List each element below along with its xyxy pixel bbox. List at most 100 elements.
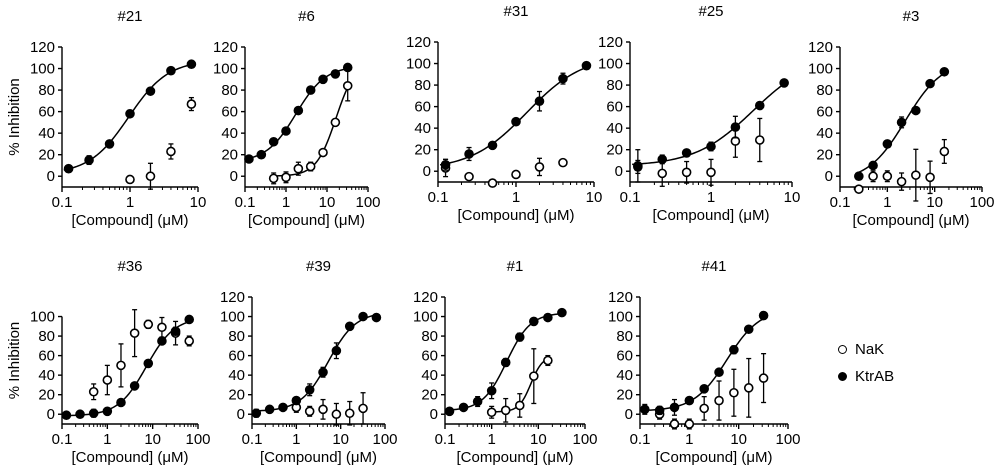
ktrab-data-point — [868, 160, 878, 171]
y-tick-label: 80 — [616, 328, 633, 345]
y-tick-label: 20 — [616, 387, 633, 404]
y-tick-label: 40 — [616, 367, 633, 384]
ktrab-data-point — [371, 312, 382, 323]
y-tick-label: 20 — [221, 147, 238, 164]
y-tick-label: 60 — [221, 104, 238, 121]
ktrab-data-point — [758, 310, 769, 321]
x-tick-label: 100 — [372, 431, 397, 448]
y-tick-label: 40 — [221, 125, 238, 142]
y-tick-label: 0 — [423, 163, 431, 180]
nak-data-point — [500, 405, 511, 416]
y-tick-label: 40 — [38, 125, 55, 142]
nak-data-point — [344, 408, 355, 419]
chart-panel: 0.1 1 10 100 0 20 40 60 80 100 120 #39 [Compound] (μ… — [220, 258, 398, 466]
x-tick-label: 1 — [512, 189, 520, 206]
ktrab-data-point — [342, 62, 353, 73]
x-axis-label: [Compound] (μM) — [71, 449, 188, 466]
y-tick-label: 60 — [38, 348, 55, 365]
ktrab-data-point — [714, 367, 724, 378]
nak-data-point — [706, 167, 716, 178]
chart-panel: 0.1 1 10 100 0 20 40 60 80 100 120 #3 [Compound] (μM… — [808, 8, 995, 229]
ktrab-data-point — [925, 78, 935, 89]
nak-data-point — [184, 336, 195, 346]
y-tick-label: 60 — [228, 348, 245, 365]
ktrab-data-point — [654, 405, 665, 416]
x-tick-label: 0.1 — [830, 194, 851, 211]
y-tick-label: 100 — [406, 56, 431, 73]
ktrab-data-point — [75, 409, 85, 420]
nak-data-point — [143, 319, 154, 330]
ktrab-data-point — [743, 324, 754, 335]
x-tick-label: 100 — [969, 194, 994, 211]
x-tick-label: 10 — [144, 431, 161, 448]
x-axis-label: [Compound] (μM) — [260, 449, 377, 466]
nak-data-point — [330, 117, 341, 128]
fit-curve — [253, 313, 379, 412]
y-tick-label: 20 — [816, 147, 833, 164]
ktrab-data-point — [729, 344, 739, 355]
ktrab-data-point — [633, 162, 643, 172]
ktrab-data-point — [186, 59, 197, 70]
y-tick-label: 100 — [608, 309, 633, 326]
ktrab-data-point — [102, 406, 113, 417]
y-tick-label: 60 — [816, 104, 833, 121]
x-tick-label: 10 — [730, 431, 747, 448]
x-tick-label: 10 — [332, 431, 349, 448]
chart-title: #3 — [903, 8, 920, 25]
nak-data-point — [318, 404, 328, 415]
filled-circle-marker-icon — [838, 372, 847, 381]
x-tick-label: 0.1 — [620, 189, 641, 206]
nak-data-point — [514, 400, 525, 411]
nak-data-point — [268, 173, 279, 184]
nak-data-point — [684, 419, 695, 429]
ktrab-data-point — [487, 140, 498, 151]
y-tick-label: 80 — [38, 82, 55, 99]
ktrab-data-point — [669, 402, 680, 413]
x-tick-label: 0.1 — [435, 431, 456, 448]
fit-curve — [632, 80, 788, 166]
y-tick-label: 60 — [38, 104, 55, 121]
chart-panel: 0.1 1 10 100 0 20 40 60 80 100 120 #6 [Compound] (μM… — [213, 8, 381, 229]
ktrab-data-point — [500, 357, 511, 368]
y-tick-label: 0 — [230, 168, 238, 185]
ktrab-data-point — [444, 406, 455, 417]
y-tick-label: 120 — [213, 39, 238, 56]
legend-item-ktrab: KtrAB — [838, 363, 894, 390]
nak-data-point — [529, 371, 539, 381]
ktrab-data-point — [534, 96, 545, 107]
ktrab-data-point — [251, 408, 262, 419]
nak-data-point — [511, 169, 521, 180]
x-axis-label: [Compound] (μM) — [71, 212, 188, 229]
nak-data-point — [896, 176, 907, 187]
ktrab-data-point — [170, 326, 181, 336]
x-tick-label: 10 — [319, 194, 336, 211]
nak-data-point — [681, 167, 692, 178]
ktrab-data-point — [293, 105, 304, 116]
x-tick-label: 100 — [775, 431, 800, 448]
x-tick-label: 0.1 — [52, 194, 73, 211]
ktrab-data-point — [157, 336, 167, 346]
ktrab-data-point — [291, 395, 302, 406]
nak-data-point — [186, 99, 197, 109]
x-tick-label: 0.1 — [52, 431, 73, 448]
nak-data-point — [331, 409, 342, 420]
chart-title: #41 — [701, 258, 726, 275]
nak-data-point — [116, 360, 126, 371]
ktrab-data-point — [330, 69, 341, 79]
chart-title: #21 — [117, 8, 142, 25]
x-tick-label: 10 — [530, 431, 547, 448]
legend-label-nak: NaK — [855, 341, 885, 358]
x-tick-label: 100 — [572, 431, 597, 448]
x-tick-label: 10 — [784, 189, 801, 206]
y-tick-label: 80 — [606, 77, 623, 94]
ktrab-data-point — [318, 367, 328, 378]
y-tick-label: 100 — [598, 56, 623, 73]
x-tick-label: 1 — [707, 189, 715, 206]
nak-data-point — [318, 147, 328, 158]
x-axis-label: [Compound] (μM) — [248, 212, 365, 229]
x-axis-label: [Compound] (μM) — [652, 207, 769, 224]
x-axis-label: [Compound] (μM) — [852, 212, 969, 229]
ktrab-data-point — [129, 381, 140, 391]
ktrab-data-point — [304, 385, 315, 395]
